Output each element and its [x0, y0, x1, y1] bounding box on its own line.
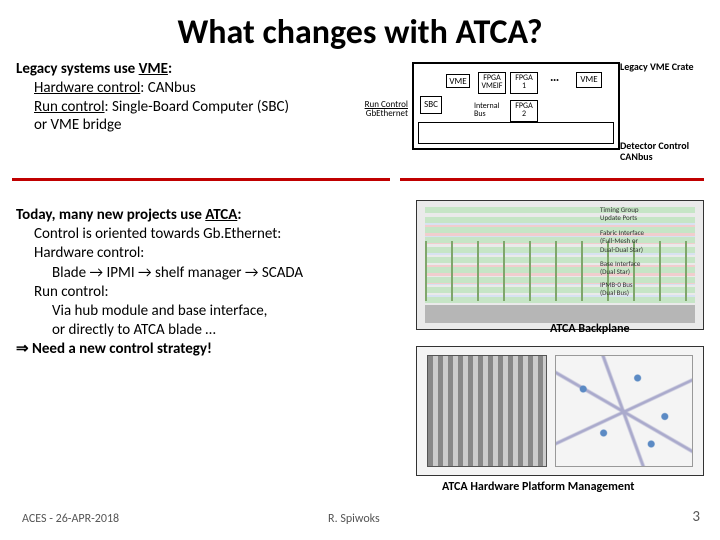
today-l3: Hardware control:: [16, 244, 416, 263]
rc-line2: GbEthernet: [348, 109, 408, 118]
detctl-l2: CANbus: [620, 150, 653, 163]
run-control-label: Run Control GbEthernet: [348, 100, 408, 119]
legacy-crate-label: Legacy VME Crate: [620, 60, 720, 73]
today-l5: Run control:: [16, 283, 416, 302]
today-l1-post: :: [237, 206, 241, 224]
atca-hw-network: [555, 355, 693, 467]
atca-backplane-label: ATCA Backplane: [550, 322, 630, 336]
legacy-hw-val: : CANbus: [140, 79, 195, 97]
today-text-block: Today, many new projects use ATCA: Contr…: [16, 206, 416, 360]
today-l7: or directly to ATCA blade …: [16, 321, 416, 340]
vme-crate-backplane: [418, 122, 614, 144]
today-l1-key: ATCA: [205, 206, 237, 224]
fpga1-box: FPGA 1: [510, 72, 538, 94]
bps-b: Update Ports: [600, 214, 700, 222]
vme-box-1: VME: [446, 74, 470, 88]
backplane-side-legend: Timing Group Update Ports Fabric Interfa…: [600, 206, 700, 298]
fpga2-l2: 2: [522, 109, 526, 119]
legacy-line1-key: VME: [139, 60, 168, 78]
bps-i: (Dual Bus): [600, 289, 700, 297]
crate-ellipsis: …: [550, 70, 559, 85]
today-l1-pre: Today, many new projects use: [16, 206, 205, 224]
legacy-rc-val: : Single-Board Computer (SBC): [105, 98, 289, 116]
slide-title: What changes with ATCA?: [0, 0, 720, 53]
atca-hw-figure: [416, 346, 704, 476]
footer-page-number: 3: [692, 508, 700, 526]
legacy-section: Legacy systems use VME: Hardware control…: [16, 60, 704, 180]
footer-center: R. Spiwoks: [328, 512, 380, 526]
detector-control-label: Detector Control CANbus: [620, 140, 720, 162]
internal-bus-label: Internal Bus: [474, 102, 499, 118]
fpga1-l2: 1: [522, 81, 526, 91]
today-l6: Via hub module and base interface,: [16, 302, 416, 321]
today-conclusion: ⇒ Need a new control strategy!: [16, 340, 416, 359]
ib-l2: Bus: [474, 109, 486, 119]
divider-right: [400, 178, 704, 181]
vme-box-2: VME: [576, 72, 602, 88]
bps-e: Dual-Dual Star): [600, 246, 700, 254]
atca-hw-rack: [427, 355, 547, 467]
backplane-greybar: [425, 305, 695, 323]
fpga-vmeif-l2: VMEIF: [482, 81, 503, 91]
bps-g: (Dual Star): [600, 268, 700, 276]
atca-hw-label: ATCA Hardware Platform Management: [442, 480, 634, 494]
today-l4: Blade → IPMI → shelf manager → SCADA: [16, 264, 416, 283]
sbc-box: SBC: [420, 96, 442, 114]
legacy-line1-post: :: [168, 60, 172, 78]
footer-left: ACES - 26-APR-2018: [22, 512, 119, 526]
legacy-rc-label: Run control: [34, 98, 105, 116]
fpga-vmeif-box: FPGA VMEIF: [478, 72, 506, 94]
fpga2-box: FPGA 2: [510, 100, 538, 122]
today-l2: Control is oriented towards Gb.Ethernet:: [16, 225, 416, 244]
legacy-hw-label: Hardware control: [34, 79, 140, 97]
divider-left: [12, 178, 390, 181]
legacy-line1-pre: Legacy systems use: [16, 60, 139, 78]
